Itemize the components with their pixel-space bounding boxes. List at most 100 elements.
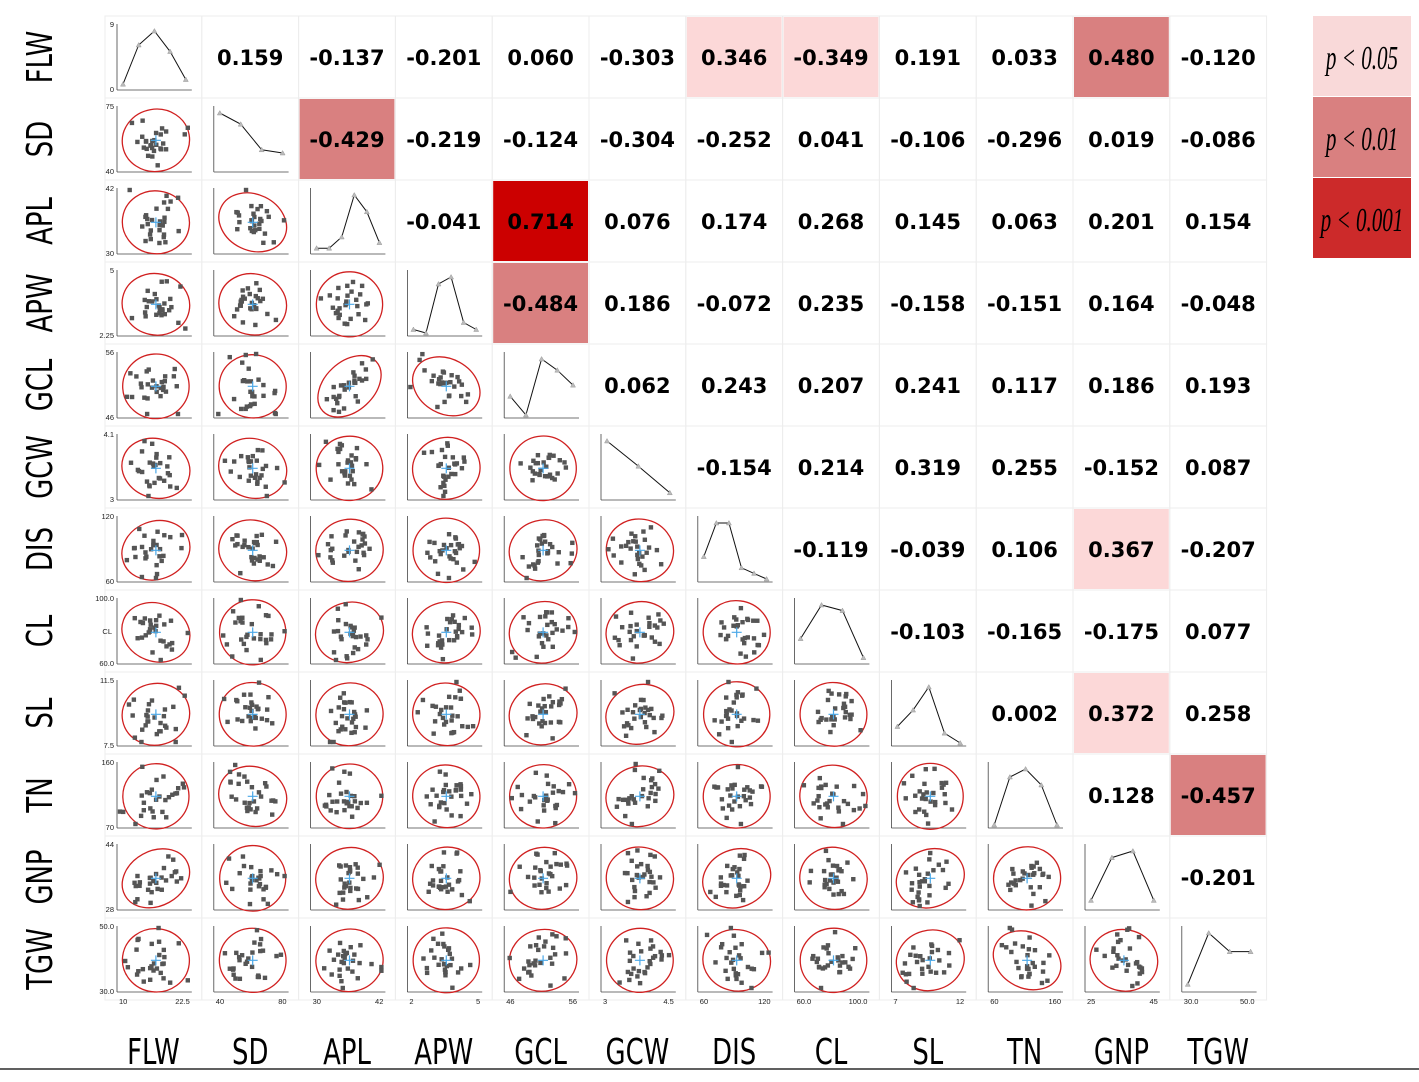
scatter-point xyxy=(453,629,458,634)
cell-border xyxy=(588,917,687,1001)
scatter-point xyxy=(540,533,545,539)
scatter-point xyxy=(831,723,836,728)
scatter-point xyxy=(742,635,748,641)
scatter-point xyxy=(834,784,839,789)
centroid-marker xyxy=(344,627,355,638)
corr-value-SD-GCW: -0.304 xyxy=(600,128,675,152)
cell-border xyxy=(201,97,300,181)
scatter-point xyxy=(362,534,367,539)
scatter-point xyxy=(453,471,458,477)
confidence-ellipse xyxy=(121,519,191,581)
scatter-point xyxy=(335,446,340,452)
scatter-point xyxy=(343,621,349,627)
scatter-point xyxy=(554,934,559,939)
scatter-point xyxy=(459,382,465,387)
scatter-point xyxy=(171,374,177,379)
centroid-marker xyxy=(441,873,452,884)
scatter-point xyxy=(822,965,828,970)
cell-TGW-GCL: 46 56 xyxy=(491,917,590,1006)
scatter-point xyxy=(221,633,226,638)
scatter-point xyxy=(349,463,355,468)
x-tick-max: 42 xyxy=(375,997,383,1006)
scatter-point xyxy=(626,723,631,728)
corr-value-GCL-GNP: 0.186 xyxy=(1088,374,1154,398)
scatter-point xyxy=(635,552,640,558)
scatter-point xyxy=(518,806,524,812)
scatter-point xyxy=(530,714,535,719)
scatter-point xyxy=(151,815,156,820)
scatter-point xyxy=(355,976,360,981)
scatter-point xyxy=(147,790,153,796)
scatter-point xyxy=(348,944,353,950)
scatter-point xyxy=(940,867,946,873)
scatter-point xyxy=(162,379,168,384)
scatter-point xyxy=(946,881,951,887)
scatter-point xyxy=(363,367,369,372)
centroid-marker xyxy=(247,791,258,802)
corr-value-SD-TN: -0.296 xyxy=(987,128,1062,152)
legend-item-0: p < 0.05 xyxy=(1313,16,1411,96)
confidence-ellipse xyxy=(605,846,675,911)
scatter-point xyxy=(245,286,251,291)
scatter-point xyxy=(913,953,918,958)
cell-GCL-CL: 0.207 xyxy=(782,343,880,427)
scatter-point xyxy=(348,316,353,322)
scatter-point xyxy=(336,705,341,710)
centroid-marker xyxy=(247,709,258,720)
scatter-point xyxy=(442,967,448,972)
scatter-point xyxy=(158,638,163,643)
scatter-point xyxy=(436,866,442,872)
scatter-point xyxy=(338,695,343,700)
cell-SD-GCL: -0.124 xyxy=(491,97,590,181)
scatter-point xyxy=(648,938,654,943)
frequency-polygon xyxy=(122,30,187,85)
scatter-point xyxy=(1032,964,1037,970)
centroid-marker xyxy=(150,381,161,392)
scatter-point xyxy=(167,642,172,647)
scatter-point xyxy=(634,628,639,634)
scatter-point xyxy=(713,894,718,900)
cell-CL-SL: -0.103 xyxy=(878,589,977,673)
cell-APL-GCL: 0.714 xyxy=(491,179,590,263)
scatter-point xyxy=(216,411,221,417)
cell-GNP-DIS xyxy=(685,835,784,919)
scatter-point xyxy=(350,650,356,656)
scatter-point xyxy=(379,615,384,620)
scatter-point xyxy=(1027,935,1032,940)
scatter-point xyxy=(256,884,262,889)
scatter-point xyxy=(264,717,270,723)
scatter-point xyxy=(560,628,565,633)
scatter-point xyxy=(533,865,538,870)
scatter-point xyxy=(617,642,622,648)
scatter-point xyxy=(231,972,236,977)
cell-FLW-APW: -0.201 xyxy=(394,15,493,99)
scatter-point xyxy=(159,875,164,880)
scatter-point xyxy=(1041,960,1046,966)
scatter-point xyxy=(449,730,454,736)
scatter-point xyxy=(281,218,287,223)
scatter-point xyxy=(142,297,147,303)
scatter-point xyxy=(648,777,654,783)
scatter-point xyxy=(233,976,238,981)
scatter-point xyxy=(542,797,547,803)
scatter-point xyxy=(254,533,259,539)
scatter-point xyxy=(343,602,348,607)
scatter-point xyxy=(252,223,257,228)
scatter-point xyxy=(176,228,181,234)
scatter-point xyxy=(836,692,842,697)
cell-DIS-SD xyxy=(201,507,300,591)
corr-value-FLW-GCL: 0.060 xyxy=(507,46,573,70)
scatter-point xyxy=(442,483,447,489)
cell-FLW-DIS: 0.346 xyxy=(685,15,784,99)
scatter-point xyxy=(824,717,829,722)
scatter-point xyxy=(155,886,160,892)
scatter-point xyxy=(446,637,452,643)
frequency-point xyxy=(839,607,846,613)
scatter-point xyxy=(531,961,536,966)
scatter-point xyxy=(181,785,187,790)
scatter-point xyxy=(630,656,636,661)
frequency-point xyxy=(818,601,825,608)
scatter-point xyxy=(159,312,164,318)
x-tick-max: 45 xyxy=(1149,997,1157,1006)
scatter-point xyxy=(535,852,540,857)
